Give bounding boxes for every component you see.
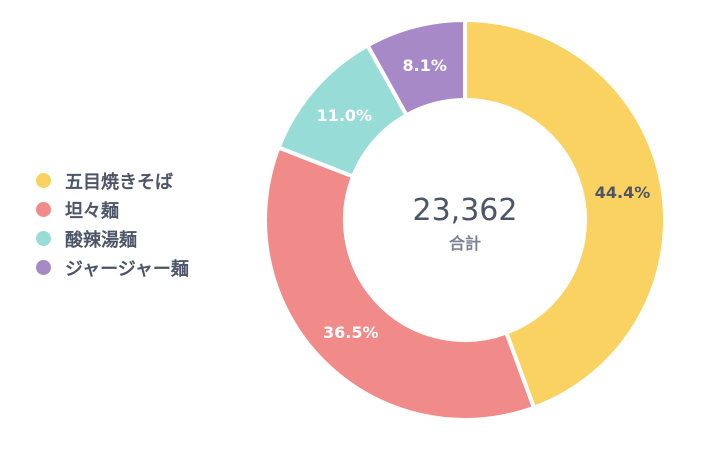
donut-slices	[263, 18, 668, 422]
legend-label: 坦々麺	[65, 200, 119, 222]
legend-swatch	[36, 173, 51, 188]
slice-label-gomoku-yakisoba: 44.4%	[595, 183, 651, 202]
slice-label-sanlatanmen: 11.0%	[317, 106, 373, 125]
chart-legend: 五目焼きそば 坦々麺 酸辣湯麺 ジャージャー麺	[36, 166, 189, 282]
center-label: 合計	[449, 234, 481, 253]
legend-label: 酸辣湯麺	[65, 229, 137, 251]
slice-labels: 44.4% 36.5% 11.0% 8.1%	[317, 56, 651, 342]
slice-jajamen[interactable]	[365, 18, 467, 118]
slice-gomoku-yakisoba[interactable]	[463, 18, 668, 410]
slice-label-tantanmen: 36.5%	[323, 323, 379, 342]
legend-swatch	[36, 202, 51, 217]
slice-label-jajamen: 8.1%	[403, 56, 447, 75]
legend-item-sanlatanmen[interactable]: 酸辣湯麺	[36, 224, 189, 253]
legend-swatch	[36, 231, 51, 246]
legend-item-jajamen[interactable]: ジャージャー麺	[36, 253, 189, 282]
legend-swatch	[36, 260, 51, 275]
center-total: 23,362	[413, 193, 518, 228]
slice-tantanmen[interactable]	[263, 145, 536, 422]
legend-label: 五目焼きそば	[65, 171, 173, 193]
legend-item-gomoku-yakisoba[interactable]: 五目焼きそば	[36, 166, 189, 195]
legend-label: ジャージャー麺	[65, 258, 189, 280]
legend-item-tantanmen[interactable]: 坦々麺	[36, 195, 189, 224]
